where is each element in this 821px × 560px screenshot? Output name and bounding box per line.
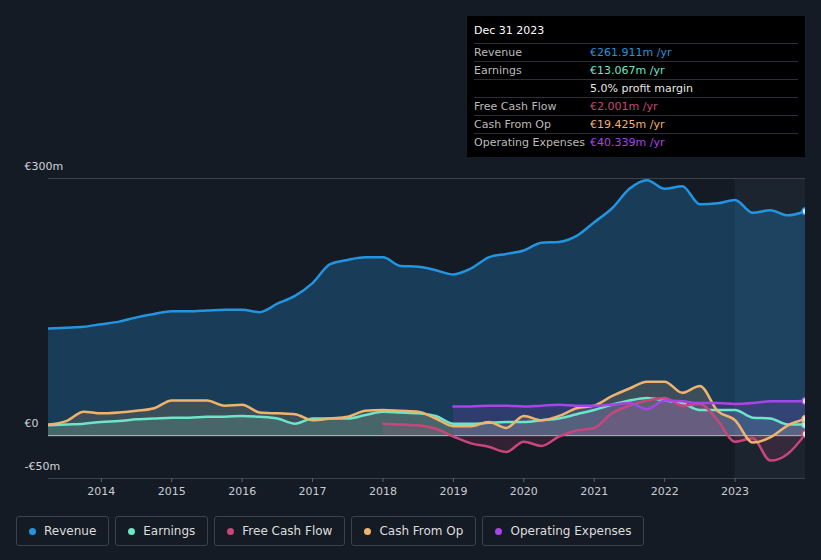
html-text:Revenue: Revenue <box>474 46 522 59</box>
html-text:5.0% profit margin: 5.0% profit margin <box>590 82 693 95</box>
svg-text:2020: 2020 <box>510 485 538 498</box>
svg-text:2018: 2018 <box>369 485 397 498</box>
svg-text:€0: €0 <box>25 417 39 430</box>
html-text:Cash From Op: Cash From Op <box>474 118 551 131</box>
html-text:Operating Expenses: Operating Expenses <box>474 136 585 149</box>
svg-text:2023: 2023 <box>721 485 749 498</box>
html-text:Cash From Op: Cash From Op <box>379 524 464 538</box>
svg-text:2014: 2014 <box>87 485 115 498</box>
svg-text:2016: 2016 <box>228 485 256 498</box>
svg-text:2019: 2019 <box>439 485 467 498</box>
svg-text:2015: 2015 <box>158 485 186 498</box>
html-text:€261.911m /yr: €261.911m /yr <box>590 46 672 59</box>
svg-text:2021: 2021 <box>580 485 608 498</box>
html-text:Free Cash Flow: Free Cash Flow <box>242 524 333 538</box>
html-text:Earnings: Earnings <box>143 524 196 538</box>
html-text:Operating Expenses: Operating Expenses <box>510 524 632 538</box>
html-text:€40.339m /yr: €40.339m /yr <box>590 136 665 149</box>
svg-text:-€50m: -€50m <box>25 460 61 473</box>
html-text:Revenue: Revenue <box>44 524 97 538</box>
html-text:€2.001m /yr: €2.001m /yr <box>590 100 658 113</box>
html-text:Free Cash Flow: Free Cash Flow <box>474 100 557 113</box>
svg-text:2017: 2017 <box>299 485 327 498</box>
html-text:Earnings: Earnings <box>474 64 522 77</box>
svg-text:€300m: €300m <box>25 160 64 173</box>
html-text:€19.425m /yr: €19.425m /yr <box>590 118 665 131</box>
html-text:€13.067m /yr: €13.067m /yr <box>590 64 665 77</box>
svg-text:2022: 2022 <box>651 485 679 498</box>
html-text:Dec 31 2023: Dec 31 2023 <box>474 24 545 37</box>
